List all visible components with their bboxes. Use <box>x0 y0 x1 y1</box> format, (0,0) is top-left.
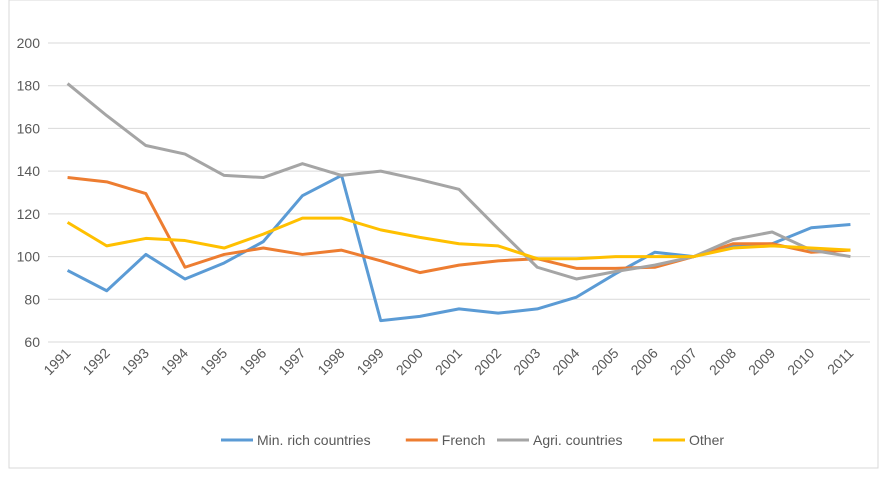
y-tick-label: 60 <box>24 334 40 350</box>
y-tick-label: 160 <box>17 120 41 136</box>
legend-label: Other <box>689 432 724 448</box>
y-tick-label: 120 <box>17 206 41 222</box>
series-line <box>67 176 851 275</box>
legend-label: Min. rich countries <box>257 432 371 448</box>
y-tick-label: 140 <box>17 163 41 179</box>
series-line <box>66 216 851 261</box>
y-tick-label: 100 <box>17 249 41 265</box>
y-tick-label: 200 <box>17 35 41 51</box>
y-tick-label: 80 <box>24 291 40 307</box>
legend-label: Agri. countries <box>533 432 622 448</box>
y-tick-label: 180 <box>17 78 41 94</box>
chart-border <box>8 0 879 469</box>
series-line <box>66 82 851 281</box>
legend-label: French <box>442 432 486 448</box>
